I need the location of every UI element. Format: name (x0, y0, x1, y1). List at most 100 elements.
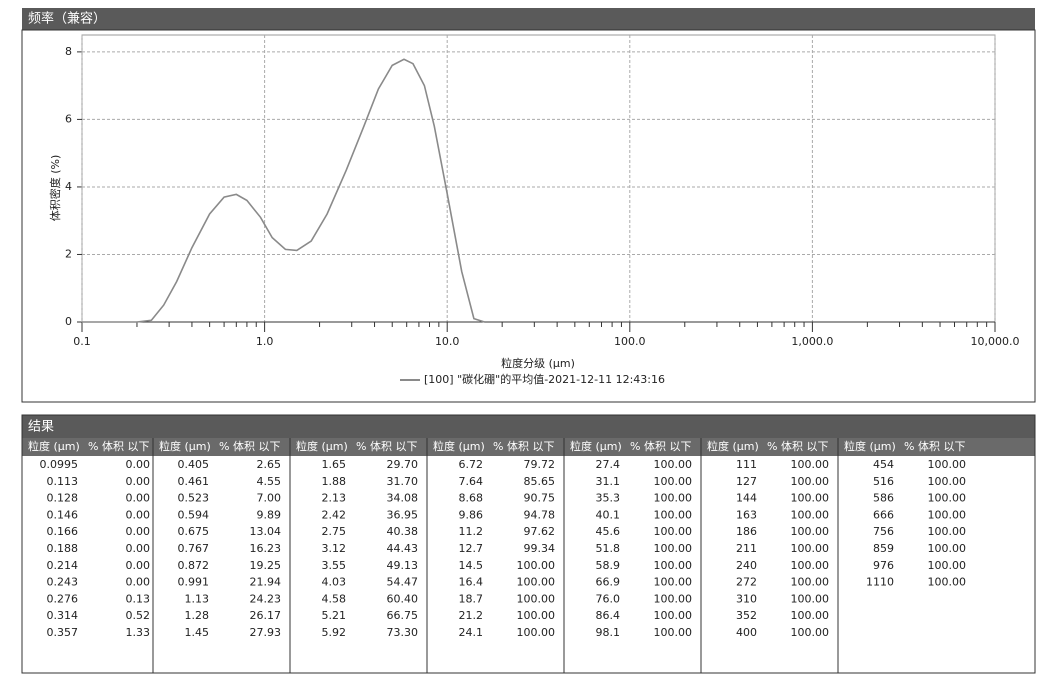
volume-cell: 21.94 (250, 576, 282, 589)
size-cell: 1110 (866, 576, 894, 589)
column-header: 粒度 (μm) (433, 439, 485, 453)
x-tick-label: 100.0 (614, 335, 646, 348)
column-header: % 体积 以下 (356, 439, 417, 453)
size-cell: 2.42 (322, 508, 347, 521)
volume-cell: 0.00 (126, 458, 151, 471)
size-cell: 0.188 (47, 542, 79, 555)
volume-cell: 100.00 (791, 525, 830, 538)
volume-cell: 19.25 (250, 559, 282, 572)
size-cell: 1.28 (185, 609, 210, 622)
size-cell: 0.594 (178, 508, 210, 521)
volume-cell: 100.00 (791, 508, 830, 521)
size-cell: 163 (736, 508, 757, 521)
size-cell: 86.4 (596, 609, 621, 622)
size-cell: 666 (873, 508, 894, 521)
volume-cell: 100.00 (928, 525, 967, 538)
volume-cell: 49.13 (387, 559, 419, 572)
size-cell: 211 (736, 542, 757, 555)
size-cell: 111 (736, 458, 757, 471)
size-cell: 31.1 (596, 475, 621, 488)
legend-label: [100] "碳化硼"的平均值-2021-12-11 12:43:16 (424, 372, 665, 386)
size-cell: 0.214 (47, 559, 79, 572)
volume-cell: 2.65 (257, 458, 282, 471)
volume-cell: 9.89 (257, 508, 282, 521)
column-header: % 体积 以下 (493, 439, 554, 453)
size-cell: 0.767 (178, 542, 210, 555)
size-cell: 66.9 (596, 576, 621, 589)
size-cell: 18.7 (459, 592, 484, 605)
size-cell: 0.113 (47, 475, 79, 488)
volume-cell: 100.00 (791, 626, 830, 639)
volume-cell: 100.00 (654, 525, 693, 538)
volume-cell: 90.75 (524, 492, 556, 505)
size-cell: 0.128 (47, 492, 79, 505)
volume-cell: 16.23 (250, 542, 282, 555)
x-tick-label: 10,000.0 (971, 335, 1020, 348)
volume-cell: 100.00 (928, 576, 967, 589)
x-axis-label: 粒度分级 (μm) (501, 356, 575, 370)
plot-area (81, 34, 996, 323)
size-cell: 35.3 (596, 492, 621, 505)
volume-cell: 100.00 (928, 458, 967, 471)
volume-cell: 100.00 (517, 559, 556, 572)
volume-cell: 4.55 (257, 475, 282, 488)
size-cell: 11.2 (459, 525, 484, 538)
size-cell: 0.243 (47, 576, 79, 589)
y-tick-label: 0 (65, 315, 72, 328)
y-tick-label: 4 (65, 180, 72, 193)
volume-cell: 1.33 (126, 626, 151, 639)
volume-cell: 100.00 (654, 592, 693, 605)
size-cell: 2.13 (322, 492, 347, 505)
volume-cell: 100.00 (654, 576, 693, 589)
line (82, 58, 485, 323)
size-cell: 272 (736, 576, 757, 589)
size-cell: 58.9 (596, 559, 621, 572)
size-cell: 4.03 (322, 576, 347, 589)
x-tick-label: 10.0 (435, 335, 460, 348)
column-header: % 体积 以下 (630, 439, 691, 453)
volume-cell: 31.70 (387, 475, 419, 488)
size-cell: 0.166 (47, 525, 79, 538)
column-header: 粒度 (μm) (159, 439, 211, 453)
size-cell: 240 (736, 559, 757, 572)
size-cell: 400 (736, 626, 757, 639)
volume-cell: 0.00 (126, 508, 151, 521)
volume-cell: 100.00 (791, 492, 830, 505)
size-cell: 5.92 (322, 626, 347, 639)
volume-cell: 100.00 (654, 626, 693, 639)
size-cell: 144 (736, 492, 757, 505)
y-tick-label: 8 (65, 45, 72, 58)
size-cell: 4.58 (322, 592, 347, 605)
volume-cell: 97.62 (524, 525, 556, 538)
size-cell: 51.8 (596, 542, 621, 555)
column-header: 粒度 (μm) (844, 439, 896, 453)
size-cell: 6.72 (459, 458, 484, 471)
size-cell: 0.314 (47, 609, 79, 622)
size-cell: 14.5 (459, 559, 484, 572)
volume-cell: 26.17 (250, 609, 282, 622)
size-cell: 1.13 (185, 592, 210, 605)
size-cell: 21.2 (459, 609, 484, 622)
column-header: % 体积 以下 (88, 439, 149, 453)
size-cell: 127 (736, 475, 757, 488)
chart-frame (21, 29, 1036, 403)
volume-cell: 94.78 (524, 508, 556, 521)
size-cell: 0.357 (47, 626, 79, 639)
chart-title: 频率（兼容） (28, 11, 106, 27)
y-tick-label: 6 (65, 112, 72, 125)
volume-cell: 54.47 (387, 576, 419, 589)
volume-cell: 0.00 (126, 525, 151, 538)
column-header: 粒度 (μm) (570, 439, 622, 453)
volume-cell: 100.00 (791, 576, 830, 589)
size-cell: 0.276 (47, 592, 79, 605)
volume-cell: 0.13 (126, 592, 151, 605)
column-header: % 体积 以下 (219, 439, 280, 453)
volume-cell: 100.00 (928, 475, 967, 488)
volume-cell: 40.38 (387, 525, 419, 538)
size-cell: 40.1 (596, 508, 621, 521)
volume-cell: 85.65 (524, 475, 556, 488)
size-cell: 352 (736, 609, 757, 622)
size-cell: 454 (873, 458, 894, 471)
size-cell: 76.0 (596, 592, 621, 605)
